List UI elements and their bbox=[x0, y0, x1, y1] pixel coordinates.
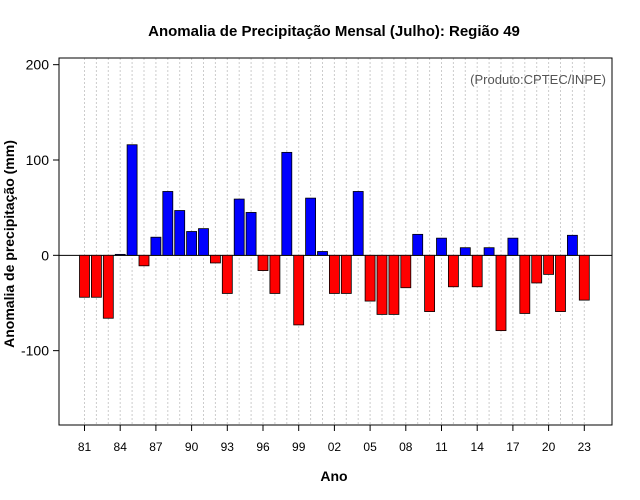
bar-2015 bbox=[483, 247, 495, 256]
bar-1986 bbox=[138, 254, 150, 267]
bar-2008 bbox=[400, 254, 412, 289]
plot-frame bbox=[58, 57, 613, 426]
x-tick-label: 17 bbox=[506, 440, 520, 454]
x-tick-label: 96 bbox=[256, 440, 270, 454]
bar-1996 bbox=[257, 254, 269, 271]
bar-1995 bbox=[245, 212, 257, 256]
bars-group bbox=[79, 144, 590, 332]
bar-1983 bbox=[102, 254, 114, 319]
x-tick-label: 23 bbox=[578, 440, 592, 454]
credit-label: (Produto:CPTEC/INPE) bbox=[470, 72, 606, 87]
x-tick-label: 20 bbox=[542, 440, 556, 454]
x-axis-title: Ano bbox=[320, 468, 347, 484]
bar-1987 bbox=[150, 236, 162, 256]
bar-1984 bbox=[114, 253, 126, 256]
bar-1992 bbox=[209, 254, 221, 264]
bar-2020 bbox=[543, 254, 554, 275]
bar-2022 bbox=[567, 234, 578, 256]
bar-1989 bbox=[174, 210, 186, 256]
bar-2004 bbox=[352, 191, 364, 256]
bar-1991 bbox=[198, 228, 209, 256]
bar-1988 bbox=[162, 191, 174, 256]
bar-2010 bbox=[424, 254, 436, 312]
bar-2011 bbox=[436, 237, 447, 256]
bar-2021 bbox=[555, 254, 566, 312]
bar-2009 bbox=[412, 233, 424, 256]
y-tick-label: -100 bbox=[21, 343, 49, 359]
bar-1993 bbox=[221, 254, 233, 294]
bar-2002 bbox=[328, 254, 340, 294]
bar-2023 bbox=[578, 254, 590, 301]
bar-1985 bbox=[126, 144, 138, 256]
x-tick-label: 87 bbox=[149, 440, 163, 454]
bar-1997 bbox=[269, 254, 281, 294]
bar-2001 bbox=[317, 251, 328, 256]
bar-1999 bbox=[293, 254, 305, 326]
x-tick-label: 99 bbox=[292, 440, 306, 454]
bar-2003 bbox=[340, 254, 352, 294]
y-tick-label: 200 bbox=[26, 57, 50, 73]
x-tick-label: 02 bbox=[328, 440, 342, 454]
bar-2012 bbox=[447, 254, 459, 288]
y-tick-label: 100 bbox=[26, 152, 50, 168]
bar-1998 bbox=[281, 151, 293, 256]
bar-2005 bbox=[364, 254, 376, 302]
bar-2016 bbox=[495, 254, 507, 332]
chart-title: Anomalia de Precipitação Mensal (Julho):… bbox=[148, 23, 520, 40]
bar-1990 bbox=[186, 231, 198, 256]
bar-2000 bbox=[305, 197, 317, 256]
y-tick-label: 0 bbox=[41, 247, 49, 263]
x-tick-label: 84 bbox=[114, 440, 128, 454]
x-tick-label: 14 bbox=[471, 440, 485, 454]
grid-lines bbox=[84, 58, 585, 425]
bar-2013 bbox=[459, 247, 471, 256]
x-tick-label: 05 bbox=[363, 440, 377, 454]
bar-1982 bbox=[91, 254, 102, 298]
x-tick-label: 81 bbox=[78, 440, 92, 454]
x-tick-label: 08 bbox=[399, 440, 413, 454]
bar-1981 bbox=[79, 254, 90, 298]
bar-2006 bbox=[376, 254, 388, 315]
x-tick-label: 93 bbox=[221, 440, 235, 454]
y-axis-title: Anomalia de precipitação (mm) bbox=[1, 140, 17, 348]
x-tick-label: 90 bbox=[185, 440, 199, 454]
x-tick-label: 11 bbox=[435, 440, 448, 454]
bar-2019 bbox=[531, 254, 543, 284]
bar-2014 bbox=[471, 254, 483, 288]
bar-2018 bbox=[519, 254, 531, 314]
bar-1994 bbox=[233, 198, 245, 256]
x-axis: 81 84 87 90 93 96 99 02 05 08 11 14 17 20 23 bbox=[78, 425, 591, 454]
y-axis: -100 0 100 200 bbox=[21, 57, 59, 359]
bar-2007 bbox=[388, 254, 400, 315]
bar-2017 bbox=[507, 237, 519, 256]
